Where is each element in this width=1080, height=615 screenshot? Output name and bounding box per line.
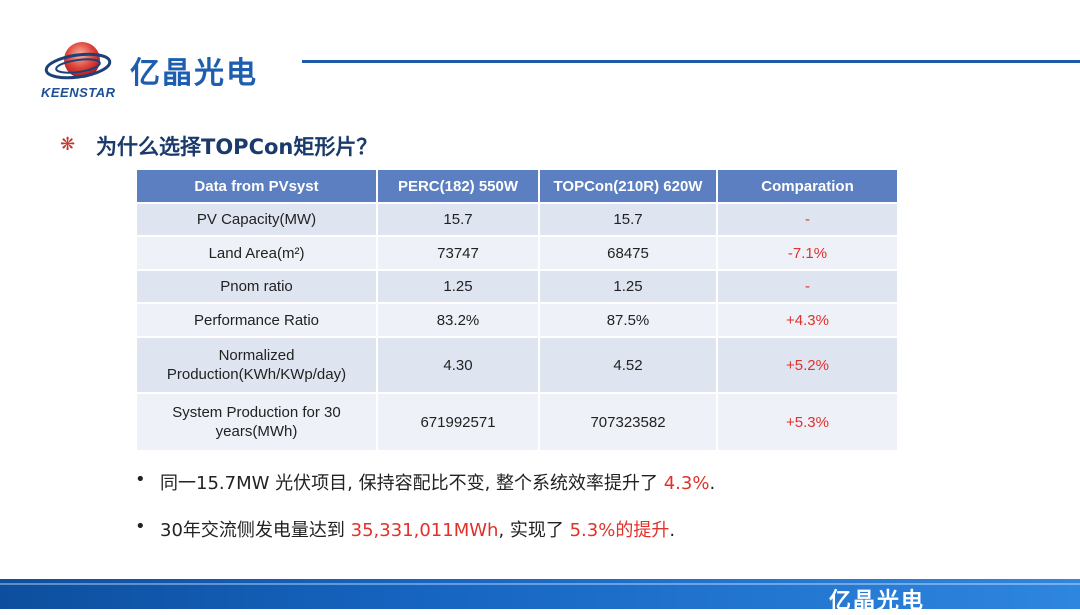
slide-title: 为什么选择TOPCon矩形片？ (96, 135, 378, 159)
perc-value: 1.25 (377, 269, 540, 303)
bullet-text-part: 同一15.7MW 光伏项目, 保持容配比不变, 整个系统效率提升了 (160, 473, 664, 494)
bullet-text-part: 30年交流侧发电量达到 (160, 520, 351, 541)
table-row: Performance Ratio 83.2% 87.5% +4.3% (137, 302, 897, 337)
footer-brand: 亿晶光电 (828, 589, 925, 614)
comparation-value: +5.2% (717, 336, 897, 393)
topcon-value: 68475 (539, 235, 718, 270)
column-header: PERC(182) 550W (377, 170, 540, 203)
perc-value: 73747 (377, 235, 540, 270)
row-label-line: years(MWh) (215, 423, 298, 440)
comparation-value: +5.3% (717, 392, 897, 450)
bullet-text-part: . (709, 473, 716, 494)
comparison-table: Data from PVsyst PERC(182) 550W TOPCon(2… (137, 170, 897, 450)
table-row: PV Capacity(MW) 15.7 15.7 - (137, 202, 897, 236)
brand-name-cn: 亿晶光电 (130, 56, 258, 91)
bullet-dot: • (135, 516, 146, 537)
footer-stripe (0, 583, 1080, 585)
perc-value: 83.2% (377, 302, 540, 337)
bullet-dot: • (135, 469, 146, 490)
bullet-text-part: , 实现了 (498, 520, 570, 541)
row-label-line: Production(KWh/KWp/day) (166, 366, 347, 383)
keenstar-logo-icon (38, 36, 138, 100)
header-divider (302, 60, 1080, 63)
row-label: PV Capacity(MW) (137, 202, 378, 236)
row-label-line: System Production for 30 (172, 404, 341, 421)
row-label: System Production for 30 years(MWh) (137, 392, 378, 450)
bullet-text: 同一15.7MW 光伏项目, 保持容配比不变, 整个系统效率提升了 4.3%. (160, 469, 715, 495)
table-header-row: Data from PVsyst PERC(182) 550W TOPCon(2… (137, 170, 897, 203)
table-row: Pnom ratio 1.25 1.25 - (137, 269, 897, 303)
topcon-value: 4.52 (539, 336, 718, 393)
table-row: System Production for 30 years(MWh) 6719… (137, 392, 897, 450)
bullet-text-part: . (669, 520, 676, 541)
highlight-value: 4.3% (663, 473, 710, 494)
comparation-value: - (717, 269, 897, 303)
bullet-text: 30年交流侧发电量达到 35,331,011MWh, 实现了 5.3%的提升. (160, 516, 675, 542)
row-label-line: Normalized (218, 347, 295, 364)
comparation-value: -7.1% (717, 235, 897, 270)
table-row: Land Area(m²) 73747 68475 -7.1% (137, 235, 897, 270)
perc-value: 4.30 (377, 336, 540, 393)
column-header: Comparation (717, 170, 897, 203)
table-row: Normalized Production(KWh/KWp/day) 4.30 … (137, 336, 897, 393)
topcon-value: 87.5% (539, 302, 718, 337)
highlight-value: 5.3%的提升 (569, 520, 670, 541)
comparation-value: +4.3% (717, 302, 897, 337)
brand-name-en: KEENSTAR (41, 85, 116, 100)
row-label: Pnom ratio (137, 269, 378, 303)
column-header: TOPCon(210R) 620W (539, 170, 718, 203)
highlight-value: 35,331,011MWh (350, 520, 499, 541)
footer-bar (0, 579, 1080, 609)
row-label: Land Area(m²) (137, 235, 378, 270)
row-label: Performance Ratio (137, 302, 378, 337)
asterisk-icon: ❋ (60, 134, 76, 154)
topcon-value: 1.25 (539, 269, 718, 303)
comparation-value: - (717, 202, 897, 236)
topcon-value: 15.7 (539, 202, 718, 236)
row-label: Normalized Production(KWh/KWp/day) (137, 336, 378, 393)
column-header: Data from PVsyst (137, 170, 378, 203)
perc-value: 671992571 (377, 392, 540, 450)
perc-value: 15.7 (377, 202, 540, 236)
topcon-value: 707323582 (539, 392, 718, 450)
